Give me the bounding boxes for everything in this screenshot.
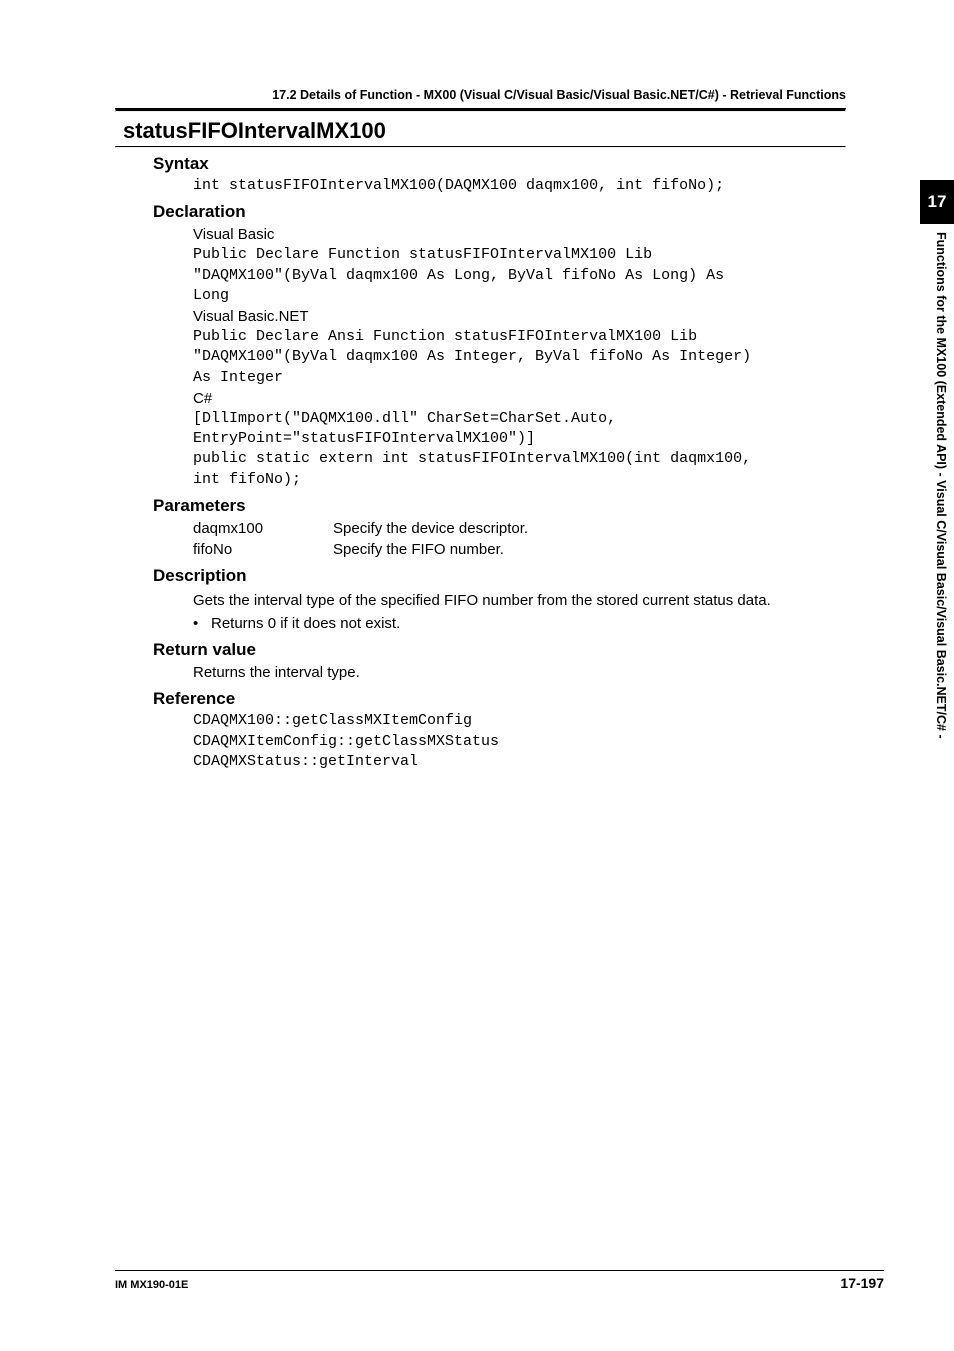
rule-under-h1 [115,146,846,148]
param-name: fifoNo [193,539,333,560]
side-tab-chapter: 17 [920,180,954,224]
vbnet-label: Visual Basic.NET [193,306,846,327]
footer-right: 17-197 [840,1275,884,1291]
cs-label: C# [193,388,846,409]
description-para: Gets the interval type of the specified … [193,588,846,614]
declaration-heading: Declaration [153,202,846,222]
function-name-heading: statusFIFOIntervalMX100 [123,118,846,144]
footer-left: IM MX190-01E [115,1279,188,1291]
vb-code: Public Declare Function statusFIFOInterv… [193,245,846,306]
vbnet-code: Public Declare Ansi Function statusFIFOI… [193,327,846,388]
syntax-code: int statusFIFOIntervalMX100(DAQMX100 daq… [193,176,846,196]
param-desc: Specify the FIFO number. [333,539,846,560]
return-value-text: Returns the interval type. [193,662,846,683]
parameters-heading: Parameters [153,496,846,516]
description-bullet-text: Returns 0 if it does not exist. [211,613,400,634]
running-head: 17.2 Details of Function - MX00 (Visual … [115,88,846,102]
reference-heading: Reference [153,689,846,709]
description-bullet-row: • Returns 0 if it does not exist. [193,613,846,634]
reference-code: CDAQMX100::getClassMXItemConfig CDAQMXIt… [193,711,846,772]
side-vertical-text: Functions for the MX100 (Extended API) -… [926,232,948,1002]
param-row: fifoNo Specify the FIFO number. [193,539,846,560]
cs-code: [DllImport("DAQMX100.dll" CharSet=CharSe… [193,409,846,490]
rule-top [115,108,846,112]
bullet-icon: • [193,613,211,634]
syntax-heading: Syntax [153,154,846,174]
description-heading: Description [153,566,846,586]
vb-label: Visual Basic [193,224,846,245]
param-row: daqmx100 Specify the device descriptor. [193,518,846,539]
param-desc: Specify the device descriptor. [333,518,846,539]
footer-rule [115,1270,884,1271]
footer: IM MX190-01E 17-197 [115,1275,884,1291]
param-name: daqmx100 [193,518,333,539]
return-value-heading: Return value [153,640,846,660]
